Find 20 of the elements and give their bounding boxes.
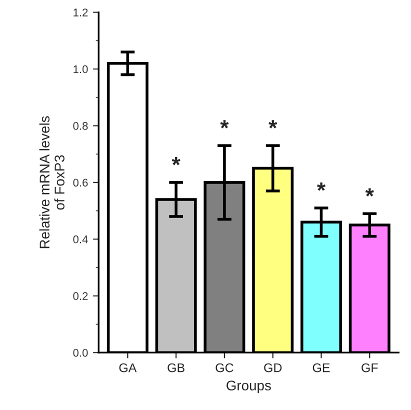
annotation: *	[316, 182, 326, 191]
x-tick-label: GA	[119, 363, 137, 372]
y-tick-label: 1.0	[74, 65, 88, 74]
x-axis-title: Groups	[226, 380, 271, 394]
y-tick-label: 0.2	[73, 292, 88, 300]
annotation: *	[365, 188, 374, 196]
y-tick-label: 1.2	[74, 8, 88, 16]
x-tick-label: GF	[362, 363, 378, 372]
annotation: *	[172, 156, 180, 166]
y-tick-label: 0.6	[73, 178, 88, 187]
y-tick-label: 0.8	[73, 122, 88, 130]
x-tick-label: GB	[168, 363, 184, 372]
x-tick-label: GD	[264, 363, 282, 372]
x-tick-label: GE	[312, 363, 330, 372]
annotation: *	[268, 120, 278, 128]
y-tick-label: 0.4	[73, 235, 88, 244]
y-axis-title: Relative mRNA levels of FoxP3	[39, 116, 64, 248]
x-tick-label: GC	[216, 363, 234, 372]
annotation: *	[220, 120, 229, 128]
y-tick-label: 0.0	[73, 348, 88, 357]
